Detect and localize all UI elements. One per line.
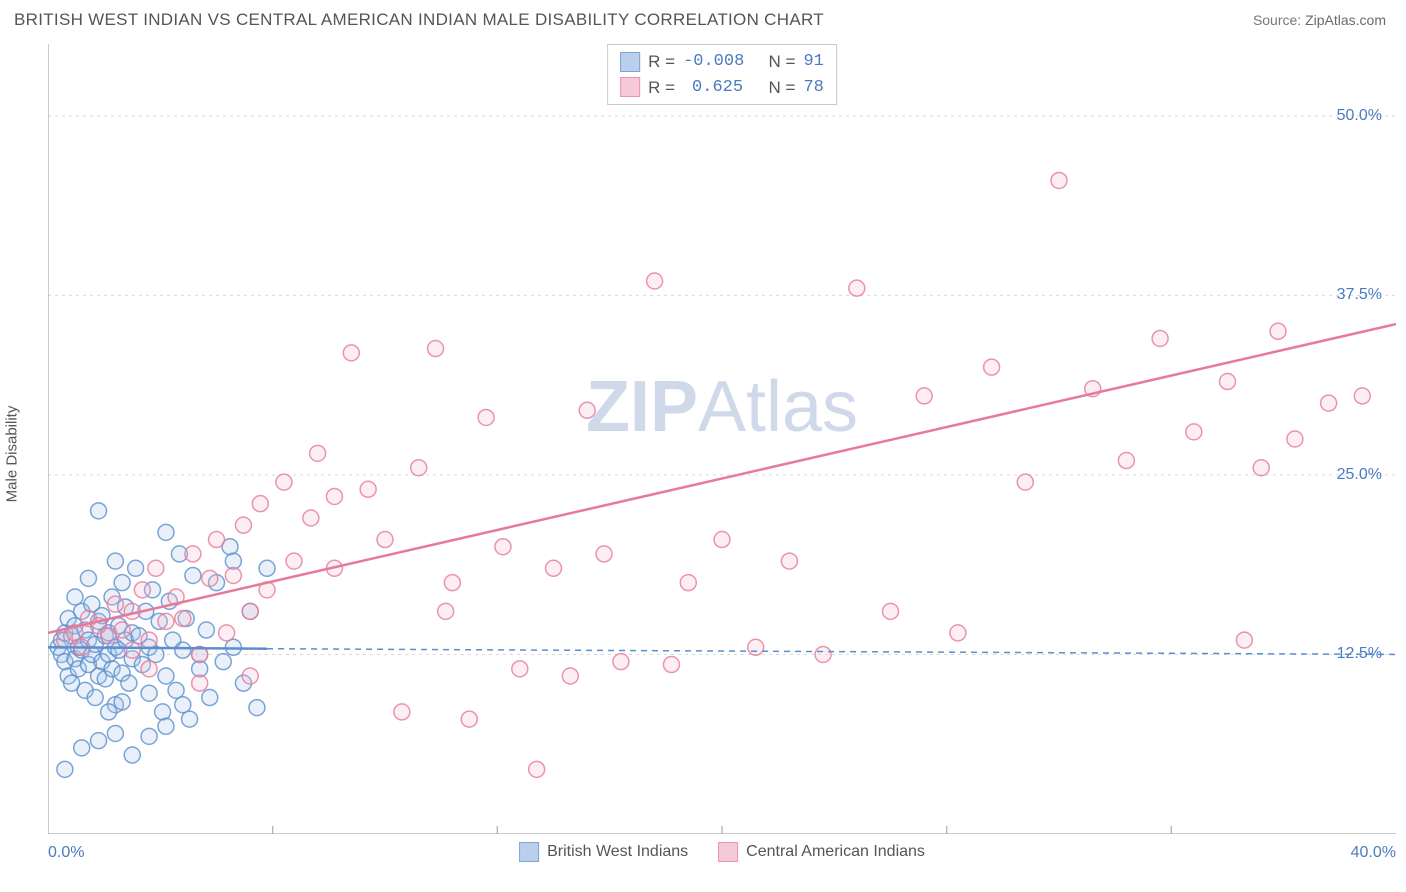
y-tick-label: 25.0% bbox=[1337, 466, 1382, 484]
y-tick-label: 37.5% bbox=[1337, 286, 1382, 304]
swatch-central bbox=[620, 77, 640, 97]
legend-item-central: Central American Indians bbox=[718, 842, 925, 862]
x-tick-label: 40.0% bbox=[1351, 844, 1396, 862]
correlation-legend: R = -0.008 N = 91 R = 0.625 N = 78 bbox=[607, 44, 837, 105]
chart-title: BRITISH WEST INDIAN VS CENTRAL AMERICAN … bbox=[14, 10, 824, 30]
legend-label-british: British West Indians bbox=[547, 843, 688, 861]
plot-area: ZIPAtlas R = -0.008 N = 91 R = 0.625 N =… bbox=[48, 44, 1396, 834]
legend-item-british: British West Indians bbox=[519, 842, 688, 862]
swatch-british bbox=[519, 842, 539, 862]
r-value-british: -0.008 bbox=[683, 49, 743, 75]
n-value-central: 78 bbox=[803, 75, 823, 101]
series-legend: British West Indians Central American In… bbox=[519, 842, 925, 862]
swatch-central bbox=[718, 842, 738, 862]
r-label: R = bbox=[648, 49, 675, 75]
n-value-british: 91 bbox=[803, 49, 823, 75]
source-label: Source: bbox=[1253, 12, 1305, 28]
swatch-british bbox=[620, 52, 640, 72]
r-value-central: 0.625 bbox=[683, 75, 743, 101]
y-tick-label: 12.5% bbox=[1337, 645, 1382, 663]
legend-row-central: R = 0.625 N = 78 bbox=[620, 75, 824, 101]
x-tick-label: 0.0% bbox=[48, 844, 84, 862]
legend-label-central: Central American Indians bbox=[746, 843, 925, 861]
y-axis-label: Male Disability bbox=[4, 406, 21, 503]
source-attribution: Source: ZipAtlas.com bbox=[1253, 12, 1386, 28]
n-label: N = bbox=[769, 49, 796, 75]
chart-container: Male Disability ZIPAtlas R = -0.008 N = … bbox=[0, 34, 1406, 874]
y-tick-label: 50.0% bbox=[1337, 107, 1382, 125]
chart-header: BRITISH WEST INDIAN VS CENTRAL AMERICAN … bbox=[0, 0, 1406, 34]
n-label: N = bbox=[769, 75, 796, 101]
r-label: R = bbox=[648, 75, 675, 101]
scatter-chart-svg bbox=[48, 44, 1396, 834]
source-link[interactable]: ZipAtlas.com bbox=[1305, 12, 1386, 28]
legend-row-british: R = -0.008 N = 91 bbox=[620, 49, 824, 75]
